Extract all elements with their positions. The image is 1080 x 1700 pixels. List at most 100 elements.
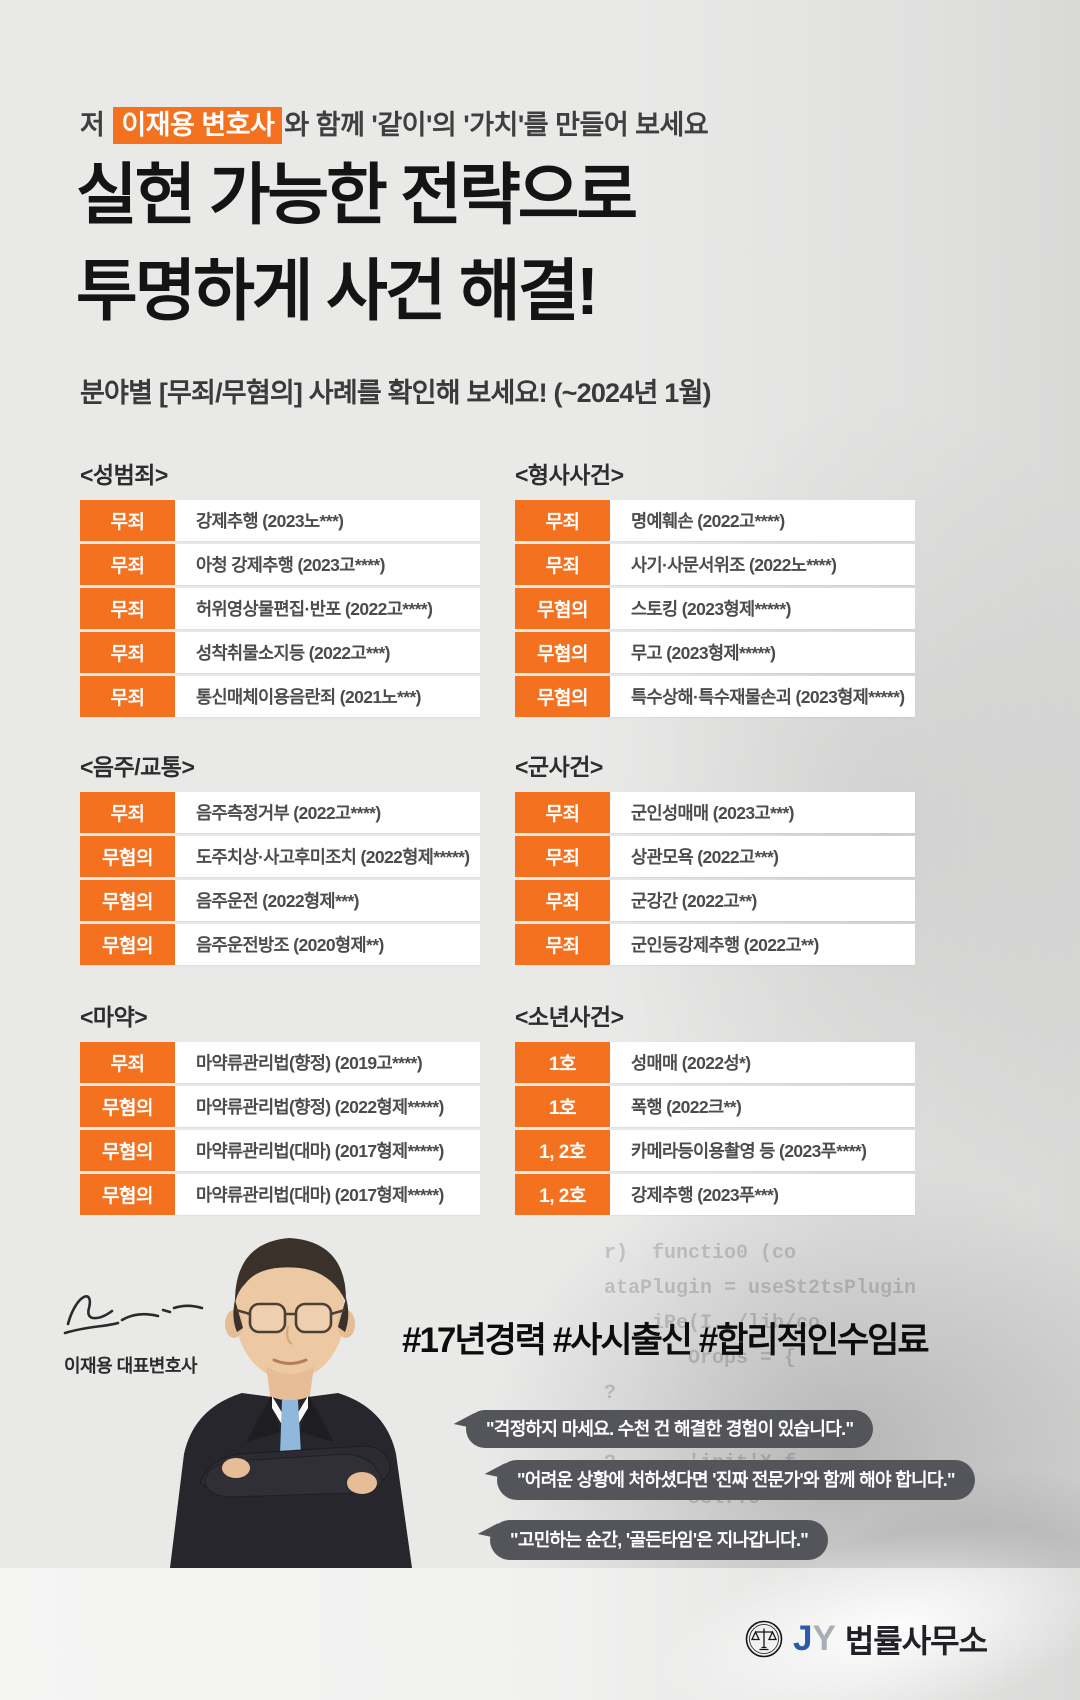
case-text: 통신매체이용음란죄 (2021노***) bbox=[175, 676, 480, 717]
case-row: 무혐의 스토킹 (2023형제*****) bbox=[515, 588, 915, 629]
verdict-badge: 무죄 bbox=[80, 588, 175, 629]
lawyer-name: 이재용 대표변호사 bbox=[64, 1356, 197, 1376]
verdict-badge: 무혐의 bbox=[80, 836, 175, 877]
verdict-badge: 무혐의 bbox=[515, 632, 610, 673]
signature-icon bbox=[63, 1295, 204, 1335]
case-text: 군인등강제추행 (2022고**) bbox=[610, 924, 915, 965]
section-title: <형사사건> bbox=[515, 462, 624, 488]
verdict-badge: 무죄 bbox=[80, 792, 175, 833]
subtitle: 분야별 [무죄/무혐의] 사례를 확인해 보세요! (~2024년 1월) bbox=[80, 378, 711, 408]
case-row: 무죄 통신매체이용음란죄 (2021노***) bbox=[80, 676, 480, 717]
section-dui-traffic: <음주/교통> 무죄 음주측정거부 (2022고****) 무혐의 도주치상·사고후… bbox=[80, 748, 480, 968]
case-row: 무죄 군강간 (2022고**) bbox=[515, 880, 915, 921]
case-text: 강제추행 (2023푸***) bbox=[610, 1174, 915, 1215]
case-text: 상관모욕 (2022고***) bbox=[610, 836, 915, 877]
verdict-badge: 1호 bbox=[515, 1086, 610, 1127]
case-text: 스토킹 (2023형제*****) bbox=[610, 588, 915, 629]
case-text: 카메라등이용촬영 등 (2023푸****) bbox=[610, 1130, 915, 1171]
verdict-badge: 무죄 bbox=[515, 880, 610, 921]
verdict-badge: 무죄 bbox=[80, 500, 175, 541]
main-title: 실현 가능한 전략으로 투명하게 사건 해결! bbox=[76, 148, 638, 340]
verdict-badge: 무혐의 bbox=[515, 588, 610, 629]
verdict-badge: 1, 2호 bbox=[515, 1174, 610, 1215]
case-row: 무죄 군인등강제추행 (2022고**) bbox=[515, 924, 915, 965]
case-row: 무죄 아청 강제추행 (2023고****) bbox=[80, 544, 480, 585]
case-row: 무혐의 무고 (2023형제*****) bbox=[515, 632, 915, 673]
case-text: 군강간 (2022고**) bbox=[610, 880, 915, 921]
verdict-badge: 무죄 bbox=[80, 1042, 175, 1083]
case-row: 무죄 명예훼손 (2022고****) bbox=[515, 500, 915, 541]
case-row: 무혐의 특수상해·특수재물손괴 (2023형제*****) bbox=[515, 676, 915, 717]
verdict-badge: 무혐의 bbox=[80, 1130, 175, 1171]
scales-of-justice-icon bbox=[745, 1620, 783, 1658]
verdict-badge: 무죄 bbox=[80, 676, 175, 717]
case-text: 무고 (2023형제*****) bbox=[610, 632, 915, 673]
verdict-badge: 무죄 bbox=[515, 500, 610, 541]
verdict-badge: 무혐의 bbox=[515, 676, 610, 717]
firm-logo: JY 법률사무소 bbox=[744, 1616, 988, 1662]
case-row: 무혐의 마약류관리법(향정) (2022형제*****) bbox=[80, 1086, 480, 1127]
lawyer-photo bbox=[170, 1238, 412, 1568]
intro-prefix: 저 bbox=[80, 110, 112, 140]
verdict-badge: 무혐의 bbox=[80, 1086, 175, 1127]
hashtags: #17년경력 #사시출신 #합리적인수임료 bbox=[402, 1321, 930, 1360]
case-row: 무혐의 마약류관리법(대마) (2017형제*****) bbox=[80, 1130, 480, 1171]
logo-letter-j: J bbox=[793, 1619, 813, 1658]
case-row: 무혐의 음주운전방조 (2020형제**) bbox=[80, 924, 480, 965]
logo-letter-y: Y bbox=[812, 1619, 836, 1658]
main-title-line2: 투명하게 사건 해결! bbox=[76, 254, 599, 329]
case-row: 무죄 허위영상물편집·반포 (2022고****) bbox=[80, 588, 480, 629]
intro-line: 저 이재용 변호사 와 함께 '같이'의 '가치'를 만들어 보세요 bbox=[80, 103, 709, 144]
verdict-badge: 무혐의 bbox=[80, 880, 175, 921]
case-text: 명예훼손 (2022고****) bbox=[610, 500, 915, 541]
section-title: <음주/교통> bbox=[80, 754, 195, 780]
case-text: 아청 강제추행 (2023고****) bbox=[175, 544, 480, 585]
case-row: 무혐의 마약류관리법(대마) (2017형제*****) bbox=[80, 1174, 480, 1215]
case-band-3: <마약> 무죄 마약류관리법(향정) (2019고****) 무혐의 마약류관리법(… bbox=[80, 998, 915, 1218]
case-row: 무죄 마약류관리법(향정) (2019고****) bbox=[80, 1042, 480, 1083]
section-sex-crimes: <성범죄> 무죄 강제추행 (2023노***) 무죄 아청 강제추행 (2023고… bbox=[80, 456, 480, 720]
hair-shape bbox=[234, 1238, 347, 1304]
section-military-cases: <군사건> 무죄 군인성매매 (2023고***) 무죄 상관모욕 (2022고**… bbox=[515, 748, 915, 968]
case-row: 무죄 상관모욕 (2022고***) bbox=[515, 836, 915, 877]
verdict-badge: 무죄 bbox=[515, 792, 610, 833]
intro-suffix: 와 함께 '같이'의 '가치'를 만들어 보세요 bbox=[284, 110, 709, 140]
quote-bubble: "고민하는 순간, '골든타임'은 지나갑니다." bbox=[490, 1520, 829, 1560]
case-row: 1, 2호 카메라등이용촬영 등 (2023푸****) bbox=[515, 1130, 915, 1171]
case-text: 마약류관리법(향정) (2019고****) bbox=[175, 1042, 480, 1083]
case-row: 무혐의 도주치상·사고후미조치 (2022형제*****) bbox=[80, 836, 480, 877]
verdict-badge: 무죄 bbox=[80, 632, 175, 673]
case-text: 사기·사문서위조 (2022노****) bbox=[610, 544, 915, 585]
verdict-badge: 1호 bbox=[515, 1042, 610, 1083]
case-row: 1호 성매매 (2022성*) bbox=[515, 1042, 915, 1083]
case-text: 군인성매매 (2023고***) bbox=[610, 792, 915, 833]
section-title: <성범죄> bbox=[80, 462, 168, 488]
glasses-icon bbox=[235, 1302, 346, 1334]
case-text: 허위영상물편집·반포 (2022고****) bbox=[175, 588, 480, 629]
case-row: 무죄 음주측정거부 (2022고****) bbox=[80, 792, 480, 833]
case-text: 강제추행 (2023노***) bbox=[175, 500, 480, 541]
verdict-badge: 무혐의 bbox=[80, 1174, 175, 1215]
verdict-badge: 1, 2호 bbox=[515, 1130, 610, 1171]
section-title: <마약> bbox=[80, 1004, 148, 1030]
case-text: 폭행 (2022크**) bbox=[610, 1086, 915, 1127]
case-band-1: <성범죄> 무죄 강제추행 (2023노***) 무죄 아청 강제추행 (2023고… bbox=[80, 456, 915, 720]
logo-jy: JY bbox=[793, 1619, 836, 1659]
case-text: 음주측정거부 (2022고****) bbox=[175, 792, 480, 833]
case-text: 음주운전방조 (2020형제**) bbox=[175, 924, 480, 965]
case-text: 도주치상·사고후미조치 (2022형제*****) bbox=[175, 836, 480, 877]
verdict-badge: 무혐의 bbox=[80, 924, 175, 965]
case-text: 마약류관리법(대마) (2017형제*****) bbox=[175, 1130, 480, 1171]
case-text: 성매매 (2022성*) bbox=[610, 1042, 915, 1083]
main-title-line1: 실현 가능한 전략으로 bbox=[76, 158, 638, 233]
case-row: 무혐의 음주운전 (2022형제***) bbox=[80, 880, 480, 921]
case-band-2: <음주/교통> 무죄 음주측정거부 (2022고****) 무혐의 도주치상·사고후… bbox=[80, 748, 915, 968]
case-text: 성착취물소지등 (2022고***) bbox=[175, 632, 480, 673]
verdict-badge: 무죄 bbox=[80, 544, 175, 585]
case-row: 무죄 군인성매매 (2023고***) bbox=[515, 792, 915, 833]
case-text: 마약류관리법(대마) (2017형제*****) bbox=[175, 1174, 480, 1215]
verdict-badge: 무죄 bbox=[515, 924, 610, 965]
case-text: 음주운전 (2022형제***) bbox=[175, 880, 480, 921]
section-title: <군사건> bbox=[515, 754, 603, 780]
